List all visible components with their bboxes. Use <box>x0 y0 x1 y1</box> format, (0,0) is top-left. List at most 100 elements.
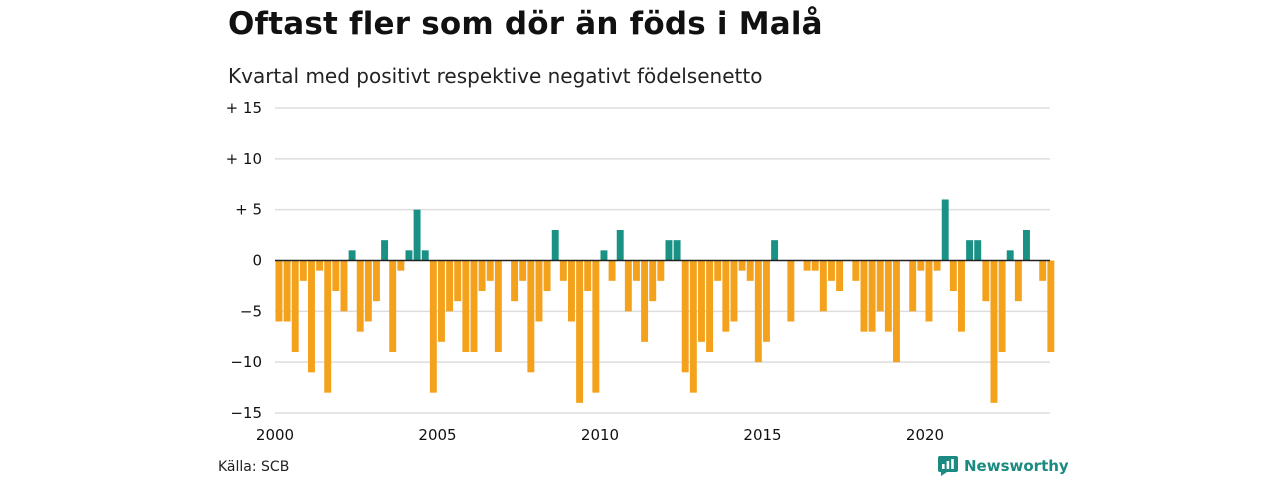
y-tick-label: + 10 <box>226 150 262 168</box>
bar <box>730 260 738 322</box>
bar <box>559 260 567 281</box>
bar <box>884 260 892 332</box>
bar <box>616 230 624 261</box>
y-tick-label: + 5 <box>235 201 262 219</box>
bar <box>511 260 519 302</box>
bar <box>568 260 575 322</box>
bar <box>283 260 291 322</box>
bar <box>348 250 356 261</box>
bar <box>478 260 486 291</box>
bar <box>958 260 965 332</box>
bar <box>714 260 722 281</box>
bar <box>584 260 592 291</box>
bar <box>990 260 998 403</box>
bar <box>600 250 608 261</box>
bar <box>689 260 697 393</box>
y-tick-label: −15 <box>230 404 262 422</box>
bar <box>592 260 600 393</box>
bar <box>673 240 681 261</box>
bar <box>429 260 437 393</box>
bar <box>413 209 421 261</box>
bar <box>608 260 616 281</box>
bar <box>1039 260 1047 281</box>
bar <box>494 260 502 352</box>
bar <box>291 260 299 352</box>
x-tick-label: 2020 <box>906 426 944 444</box>
bar <box>470 260 478 352</box>
bar <box>397 260 405 271</box>
y-tick-label: + 15 <box>226 99 262 117</box>
bar <box>982 260 990 302</box>
bar <box>722 260 730 332</box>
bar <box>543 260 551 291</box>
bar <box>405 250 413 261</box>
bar <box>356 260 364 332</box>
y-tick-label: 0 <box>252 252 262 270</box>
bar <box>364 260 372 322</box>
bar <box>421 250 429 261</box>
bar <box>373 260 380 302</box>
bar <box>909 260 917 312</box>
bar <box>974 240 982 261</box>
bar <box>633 260 640 281</box>
bar <box>949 260 957 291</box>
bar <box>665 240 673 261</box>
bar <box>332 260 340 291</box>
bar <box>486 260 494 281</box>
bar <box>763 260 770 342</box>
x-tick-label: 2000 <box>256 426 294 444</box>
source-note: Källa: SCB <box>218 459 290 475</box>
newsworthy-logo-icon <box>938 456 958 476</box>
x-tick-label: 2005 <box>418 426 456 444</box>
axes: + 15 + 10 + 5 0 −5 −10 −15 2000 2005 2010 2015 2020 <box>226 99 1050 444</box>
bar <box>649 260 657 302</box>
bar <box>819 260 827 312</box>
bar <box>787 260 795 322</box>
bar <box>998 260 1006 352</box>
bar <box>738 260 746 271</box>
bar <box>519 260 527 281</box>
bar <box>917 260 925 271</box>
grid-lines <box>275 107 1050 414</box>
chart-subtitle: Kvartal med positivt respektive negativt… <box>228 64 763 88</box>
y-tick-label: −5 <box>240 302 262 320</box>
bar <box>706 260 714 352</box>
bar <box>381 240 389 261</box>
bar <box>389 260 397 352</box>
bar <box>527 260 535 373</box>
bar <box>641 260 649 342</box>
y-tick-label: −10 <box>230 353 262 371</box>
bar <box>275 260 283 322</box>
bar <box>454 260 462 302</box>
brand-logo: Newsworthy <box>938 456 1069 476</box>
brand-name: Newsworthy <box>964 457 1069 475</box>
x-tick-label: 2010 <box>581 426 619 444</box>
bar <box>876 260 884 312</box>
bar <box>771 240 779 261</box>
bar <box>746 260 754 281</box>
bar <box>836 260 844 291</box>
bar <box>868 260 876 332</box>
bar <box>324 260 332 393</box>
chart-title: Oftast fler som dör än föds i Malå <box>228 6 823 42</box>
bar <box>624 260 632 312</box>
bar <box>1006 250 1014 261</box>
bar <box>340 260 348 312</box>
bar <box>933 260 941 271</box>
bar <box>299 260 307 281</box>
bar <box>828 260 835 281</box>
bar <box>1014 260 1022 302</box>
bar <box>576 260 584 403</box>
bar <box>698 260 705 342</box>
bar <box>811 260 819 271</box>
bar <box>754 260 762 363</box>
bar <box>966 240 974 261</box>
bar <box>551 230 559 261</box>
bar <box>446 260 454 312</box>
bar <box>803 260 811 271</box>
bar <box>893 260 900 363</box>
bar <box>438 260 445 342</box>
bar <box>316 260 324 271</box>
bar <box>657 260 665 281</box>
